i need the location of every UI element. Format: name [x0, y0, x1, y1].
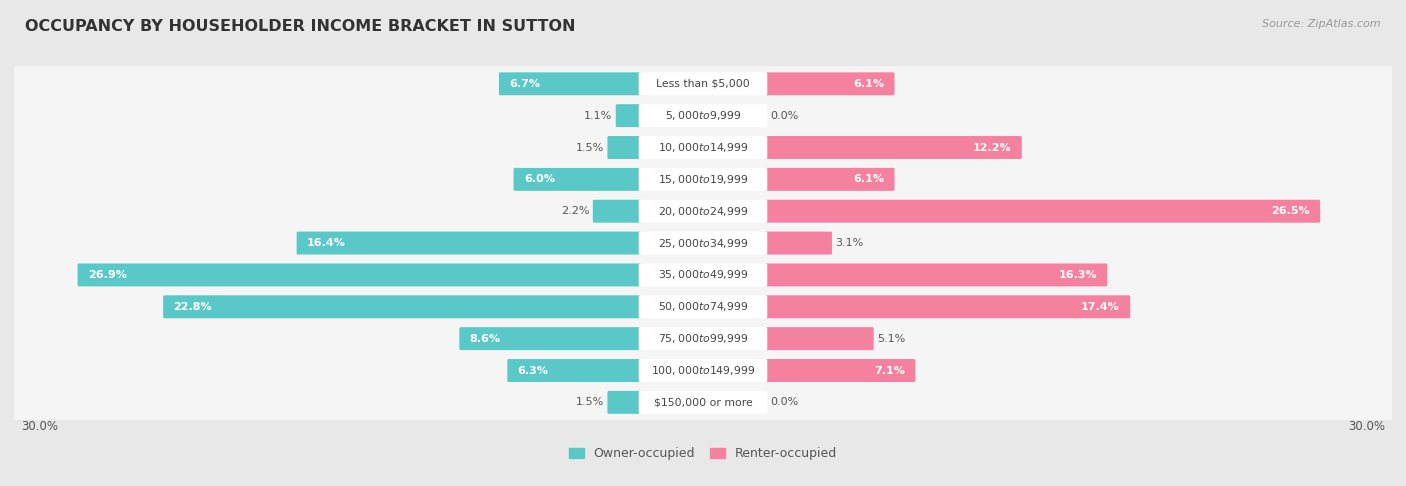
Text: 6.0%: 6.0% [524, 174, 555, 184]
Text: 0.0%: 0.0% [770, 398, 799, 407]
Text: $5,000 to $9,999: $5,000 to $9,999 [665, 109, 741, 122]
Text: $20,000 to $24,999: $20,000 to $24,999 [658, 205, 748, 218]
FancyBboxPatch shape [765, 327, 873, 350]
Text: 22.8%: 22.8% [173, 302, 212, 312]
FancyBboxPatch shape [616, 104, 641, 127]
FancyBboxPatch shape [499, 72, 641, 95]
Text: $75,000 to $99,999: $75,000 to $99,999 [658, 332, 748, 345]
FancyBboxPatch shape [513, 168, 641, 191]
Text: 30.0%: 30.0% [1348, 420, 1385, 433]
FancyBboxPatch shape [765, 263, 1108, 286]
Text: 1.5%: 1.5% [575, 398, 605, 407]
FancyBboxPatch shape [11, 321, 1395, 356]
FancyBboxPatch shape [638, 327, 768, 350]
Text: 8.6%: 8.6% [470, 334, 501, 344]
FancyBboxPatch shape [77, 263, 641, 286]
FancyBboxPatch shape [11, 289, 1395, 324]
Text: $50,000 to $74,999: $50,000 to $74,999 [658, 300, 748, 313]
FancyBboxPatch shape [638, 359, 768, 382]
Text: 6.1%: 6.1% [853, 174, 884, 184]
Text: 16.4%: 16.4% [307, 238, 346, 248]
FancyBboxPatch shape [593, 200, 641, 223]
Text: 2.2%: 2.2% [561, 206, 589, 216]
FancyBboxPatch shape [638, 136, 768, 159]
FancyBboxPatch shape [638, 295, 768, 318]
FancyBboxPatch shape [638, 200, 768, 223]
FancyBboxPatch shape [11, 98, 1395, 133]
Text: 6.7%: 6.7% [509, 79, 540, 89]
FancyBboxPatch shape [765, 295, 1130, 318]
FancyBboxPatch shape [765, 72, 894, 95]
FancyBboxPatch shape [638, 104, 768, 127]
Text: $10,000 to $14,999: $10,000 to $14,999 [658, 141, 748, 154]
FancyBboxPatch shape [508, 359, 641, 382]
Text: $25,000 to $34,999: $25,000 to $34,999 [658, 237, 748, 250]
Text: $100,000 to $149,999: $100,000 to $149,999 [651, 364, 755, 377]
FancyBboxPatch shape [638, 72, 768, 95]
Text: 1.5%: 1.5% [575, 142, 605, 153]
FancyBboxPatch shape [11, 385, 1395, 420]
FancyBboxPatch shape [11, 130, 1395, 165]
Text: 16.3%: 16.3% [1059, 270, 1097, 280]
FancyBboxPatch shape [607, 136, 641, 159]
Text: 6.1%: 6.1% [853, 79, 884, 89]
FancyBboxPatch shape [638, 263, 768, 286]
Text: 3.1%: 3.1% [835, 238, 863, 248]
FancyBboxPatch shape [638, 168, 768, 191]
FancyBboxPatch shape [11, 353, 1395, 388]
FancyBboxPatch shape [765, 200, 1320, 223]
Text: $35,000 to $49,999: $35,000 to $49,999 [658, 268, 748, 281]
FancyBboxPatch shape [297, 232, 641, 255]
FancyBboxPatch shape [163, 295, 641, 318]
FancyBboxPatch shape [11, 226, 1395, 260]
FancyBboxPatch shape [11, 258, 1395, 293]
Legend: Owner-occupied, Renter-occupied: Owner-occupied, Renter-occupied [564, 442, 842, 465]
FancyBboxPatch shape [11, 194, 1395, 229]
FancyBboxPatch shape [638, 232, 768, 255]
Text: 1.1%: 1.1% [583, 111, 612, 121]
Text: 5.1%: 5.1% [877, 334, 905, 344]
Text: 30.0%: 30.0% [21, 420, 58, 433]
FancyBboxPatch shape [765, 136, 1022, 159]
FancyBboxPatch shape [638, 391, 768, 414]
Text: 0.0%: 0.0% [770, 111, 799, 121]
FancyBboxPatch shape [11, 162, 1395, 197]
Text: $15,000 to $19,999: $15,000 to $19,999 [658, 173, 748, 186]
Text: 6.3%: 6.3% [517, 365, 548, 376]
Text: 12.2%: 12.2% [973, 142, 1011, 153]
Text: Source: ZipAtlas.com: Source: ZipAtlas.com [1263, 19, 1381, 30]
Text: 26.9%: 26.9% [89, 270, 127, 280]
Text: $150,000 or more: $150,000 or more [654, 398, 752, 407]
Text: 17.4%: 17.4% [1081, 302, 1121, 312]
Text: Less than $5,000: Less than $5,000 [657, 79, 749, 89]
FancyBboxPatch shape [460, 327, 641, 350]
Text: OCCUPANCY BY HOUSEHOLDER INCOME BRACKET IN SUTTON: OCCUPANCY BY HOUSEHOLDER INCOME BRACKET … [25, 19, 576, 35]
FancyBboxPatch shape [607, 391, 641, 414]
FancyBboxPatch shape [765, 168, 894, 191]
FancyBboxPatch shape [765, 232, 832, 255]
FancyBboxPatch shape [11, 66, 1395, 101]
Text: 7.1%: 7.1% [875, 365, 905, 376]
FancyBboxPatch shape [765, 359, 915, 382]
Text: 26.5%: 26.5% [1271, 206, 1310, 216]
